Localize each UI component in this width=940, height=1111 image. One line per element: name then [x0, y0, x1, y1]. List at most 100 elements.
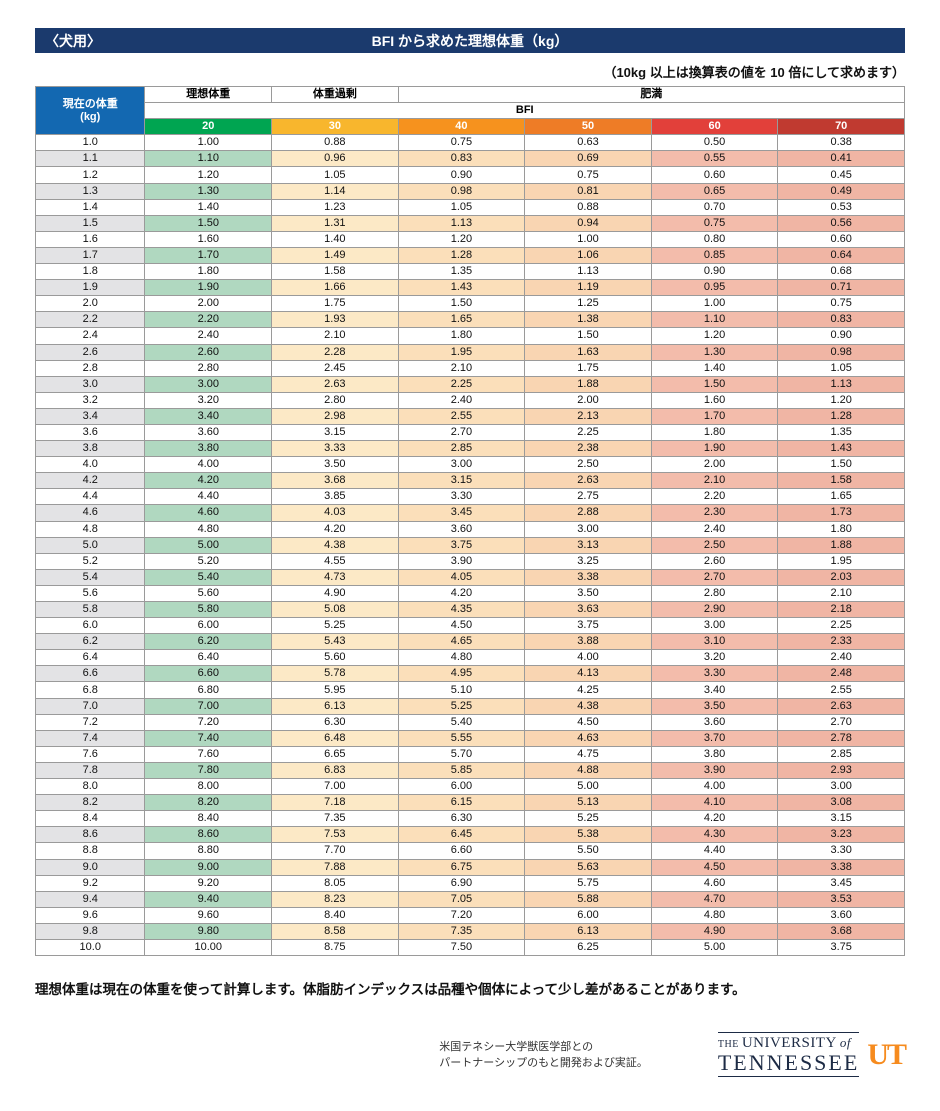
ideal-weight-value-cell: 7.70: [271, 842, 399, 860]
ideal-weight-value-cell: 1.58: [271, 263, 399, 281]
current-weight-cell: 5.6: [34, 584, 146, 603]
current-weight-cell: 9.4: [34, 890, 146, 908]
ideal-weight-value-cell: 3.63: [524, 600, 652, 619]
ideal-weight-value-cell: 4.05: [397, 568, 526, 586]
ideal-weight-value-cell: 4.70: [650, 890, 779, 908]
table-body: 1.0 1.00 0.88 0.75 0.63 0.50 0.38 1.1 1.10 0.96 0.…: [34, 134, 905, 957]
ideal-weight-value-cell: 5.75: [524, 874, 652, 892]
ideal-weight-value-cell: 0.65: [650, 182, 779, 200]
ideal-weight-value-cell: 4.60: [144, 504, 273, 522]
current-weight-cell: 2.4: [34, 327, 146, 345]
table-row: 6.6 6.60 5.78 4.95 4.13 3.30 2.48: [34, 665, 905, 683]
ideal-weight-value-cell: 4.13: [524, 665, 652, 683]
ideal-weight-value-cell: 4.00: [524, 649, 652, 667]
table-row: 2.0 2.00 1.75 1.50 1.25 1.00 0.75: [34, 295, 905, 313]
ideal-weight-value-cell: 1.80: [650, 423, 779, 442]
table-row: 9.8 9.80 8.58 7.35 6.13 4.90 3.68: [34, 922, 905, 940]
ideal-weight-value-cell: 6.48: [271, 729, 399, 747]
ideal-weight-value-cell: 3.75: [777, 938, 905, 957]
ideal-weight-value-cell: 1.20: [144, 166, 273, 184]
ideal-weight-value-cell: 3.60: [144, 423, 273, 442]
ideal-weight-value-cell: 2.88: [524, 504, 652, 522]
ideal-weight-value-cell: 1.38: [524, 311, 652, 329]
ideal-weight-value-cell: 4.50: [650, 858, 779, 876]
ideal-weight-value-cell: 6.00: [397, 778, 526, 796]
ideal-weight-value-cell: 0.75: [777, 295, 905, 313]
ideal-weight-value-cell: 3.00: [144, 375, 273, 393]
ideal-weight-value-cell: 3.80: [144, 440, 273, 458]
logo-of: of: [839, 1035, 851, 1051]
current-weight-cell: 10.0: [34, 938, 146, 957]
ideal-weight-value-cell: 4.03: [271, 504, 399, 522]
ideal-weight-value-cell: 3.00: [777, 778, 905, 796]
ideal-weight-value-cell: 6.13: [271, 697, 399, 715]
table-row: 3.0 3.00 2.63 2.25 1.88 1.50 1.13: [34, 375, 905, 393]
current-weight-cell: 2.8: [34, 359, 146, 377]
dog-use-label: 〈犬用〉: [45, 32, 101, 49]
ideal-weight-value-cell: 8.40: [144, 810, 273, 828]
ideal-weight-value-cell: 2.90: [650, 600, 779, 619]
ideal-weight-value-cell: 5.60: [144, 584, 273, 603]
ideal-weight-value-cell: 3.38: [777, 858, 905, 876]
table-row: 1.4 1.40 1.23 1.05 0.88 0.70 0.53: [34, 198, 905, 216]
ideal-weight-value-cell: 3.60: [777, 906, 905, 924]
ideal-weight-value-cell: 1.80: [144, 263, 273, 281]
table-row: 5.4 5.40 4.73 4.05 3.38 2.70 2.03: [34, 568, 905, 586]
ideal-weight-value-cell: 7.60: [144, 745, 273, 763]
ideal-weight-value-cell: 2.03: [777, 568, 905, 586]
current-weight-cell: 8.0: [34, 778, 146, 796]
ideal-weight-value-cell: 0.68: [777, 263, 905, 281]
ideal-weight-value-cell: 0.75: [397, 134, 526, 152]
ideal-weight-value-cell: 5.95: [271, 681, 399, 699]
ideal-weight-value-cell: 7.35: [397, 922, 526, 940]
table-row: 8.2 8.20 7.18 6.15 5.13 4.10 3.08: [34, 794, 905, 812]
table-row: 1.3 1.30 1.14 0.98 0.81 0.65 0.49: [34, 182, 905, 200]
ideal-weight-value-cell: 1.28: [397, 246, 526, 265]
ideal-weight-value-cell: 3.10: [650, 633, 779, 651]
ideal-weight-value-cell: 0.90: [777, 327, 905, 345]
current-weight-cell: 4.8: [34, 520, 146, 538]
table-row: 8.8 8.80 7.70 6.60 5.50 4.40 3.30: [34, 842, 905, 860]
ideal-weight-value-cell: 2.30: [650, 504, 779, 522]
ideal-weight-value-cell: 1.80: [777, 520, 905, 538]
ideal-weight-value-cell: 4.95: [397, 665, 526, 683]
ideal-weight-value-cell: 8.20: [144, 794, 273, 812]
table-row: 10.0 10.00 8.75 7.50 6.25 5.00 3.75: [34, 938, 905, 957]
ideal-weight-value-cell: 4.50: [524, 713, 652, 731]
current-weight-cell: 7.2: [34, 713, 146, 731]
ideal-weight-value-cell: 1.00: [650, 295, 779, 313]
table-row: 1.1 1.10 0.96 0.83 0.69 0.55 0.41: [34, 150, 905, 168]
ideal-weight-value-cell: 6.90: [397, 874, 526, 892]
ideal-weight-value-cell: 4.55: [271, 552, 399, 570]
ideal-weight-value-cell: 2.25: [397, 375, 526, 393]
bfi-header-30: 30: [271, 118, 399, 136]
ut-monogram-icon: UT: [867, 1037, 907, 1071]
ideal-weight-value-cell: 7.53: [271, 826, 399, 844]
ideal-weight-value-cell: 7.20: [144, 713, 273, 731]
ideal-weight-value-cell: 2.45: [271, 359, 399, 377]
ideal-weight-value-cell: 6.80: [144, 681, 273, 699]
ideal-weight-value-cell: 2.10: [777, 584, 905, 603]
ideal-weight-value-cell: 1.49: [271, 246, 399, 265]
ideal-weight-value-cell: 1.06: [524, 246, 652, 265]
ideal-weight-value-cell: 4.40: [650, 842, 779, 860]
ideal-weight-value-cell: 1.70: [650, 407, 779, 425]
current-weight-cell: 7.6: [34, 745, 146, 763]
ideal-weight-value-cell: 4.20: [271, 520, 399, 538]
ideal-weight-value-cell: 0.98: [397, 182, 526, 200]
ideal-weight-value-cell: 0.81: [524, 182, 652, 200]
ideal-weight-value-cell: 1.58: [777, 472, 905, 490]
ideal-weight-value-cell: 1.05: [777, 359, 905, 377]
ideal-weight-value-cell: 5.78: [271, 665, 399, 683]
ideal-weight-value-cell: 2.63: [271, 375, 399, 393]
logo-line1: THE UNIVERSITY of: [718, 1035, 859, 1052]
ideal-weight-value-cell: 3.20: [144, 391, 273, 409]
ideal-weight-value-cell: 4.90: [271, 584, 399, 603]
table-row: 6.4 6.40 5.60 4.80 4.00 3.20 2.40: [34, 649, 905, 667]
ideal-weight-value-cell: 2.70: [650, 568, 779, 586]
bfi-header-20: 20: [144, 118, 273, 136]
ideal-weight-value-cell: 0.71: [777, 279, 905, 297]
ideal-weight-value-cell: 0.60: [650, 166, 779, 184]
table-row: 4.6 4.60 4.03 3.45 2.88 2.30 1.73: [34, 504, 905, 522]
ideal-weight-value-cell: 4.20: [144, 472, 273, 490]
